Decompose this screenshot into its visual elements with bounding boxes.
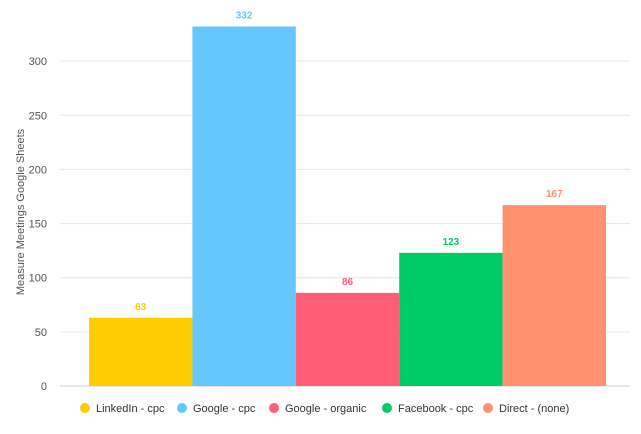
legend-label: Google - cpc bbox=[193, 403, 256, 415]
bar[interactable] bbox=[192, 26, 296, 387]
y-axis-ticks: 0 50 100 150 200 250 300 bbox=[29, 56, 47, 393]
bar[interactable] bbox=[502, 205, 606, 386]
y-tick-label: 100 bbox=[29, 273, 47, 285]
bar[interactable] bbox=[89, 317, 193, 386]
y-tick-label: 250 bbox=[29, 110, 47, 122]
y-axis-title: Measure Meetings Google Sheets bbox=[15, 128, 27, 295]
value-label: 63 bbox=[135, 302, 147, 313]
legend-item[interactable]: Facebook - cpc bbox=[382, 403, 474, 415]
value-label: 167 bbox=[546, 189, 563, 200]
bar[interactable] bbox=[399, 252, 503, 386]
legend-dot-icon bbox=[483, 403, 493, 413]
y-tick-label: 200 bbox=[29, 164, 47, 176]
y-tick-label: 150 bbox=[29, 219, 47, 231]
legend-label: LinkedIn - cpc bbox=[96, 403, 165, 415]
y-tick-label: 0 bbox=[41, 381, 47, 393]
legend-item[interactable]: LinkedIn - cpc bbox=[80, 403, 165, 415]
value-label: 332 bbox=[236, 10, 253, 21]
legend-dot-icon bbox=[382, 403, 392, 413]
legend-item[interactable]: Direct - (none) bbox=[483, 403, 569, 415]
legend-item[interactable]: Google - cpc bbox=[177, 403, 256, 415]
value-label: 123 bbox=[443, 237, 460, 248]
legend-dot-icon bbox=[80, 403, 90, 413]
y-tick-label: 300 bbox=[29, 56, 47, 68]
legend-item[interactable]: Google - organic bbox=[269, 403, 367, 415]
legend-label: Direct - (none) bbox=[499, 403, 569, 415]
legend-dot-icon bbox=[269, 403, 279, 413]
legend-label: Facebook - cpc bbox=[398, 403, 474, 415]
legend-dot-icon bbox=[177, 403, 187, 413]
value-label: 86 bbox=[342, 277, 354, 288]
value-labels: 63 332 86 123 167 bbox=[135, 10, 563, 312]
y-tick-label: 50 bbox=[35, 327, 47, 339]
bars bbox=[89, 26, 606, 387]
bar[interactable] bbox=[295, 292, 400, 386]
legend: LinkedIn - cpc Google - cpc Google - organ… bbox=[80, 403, 569, 415]
legend-label: Google - organic bbox=[285, 403, 367, 415]
